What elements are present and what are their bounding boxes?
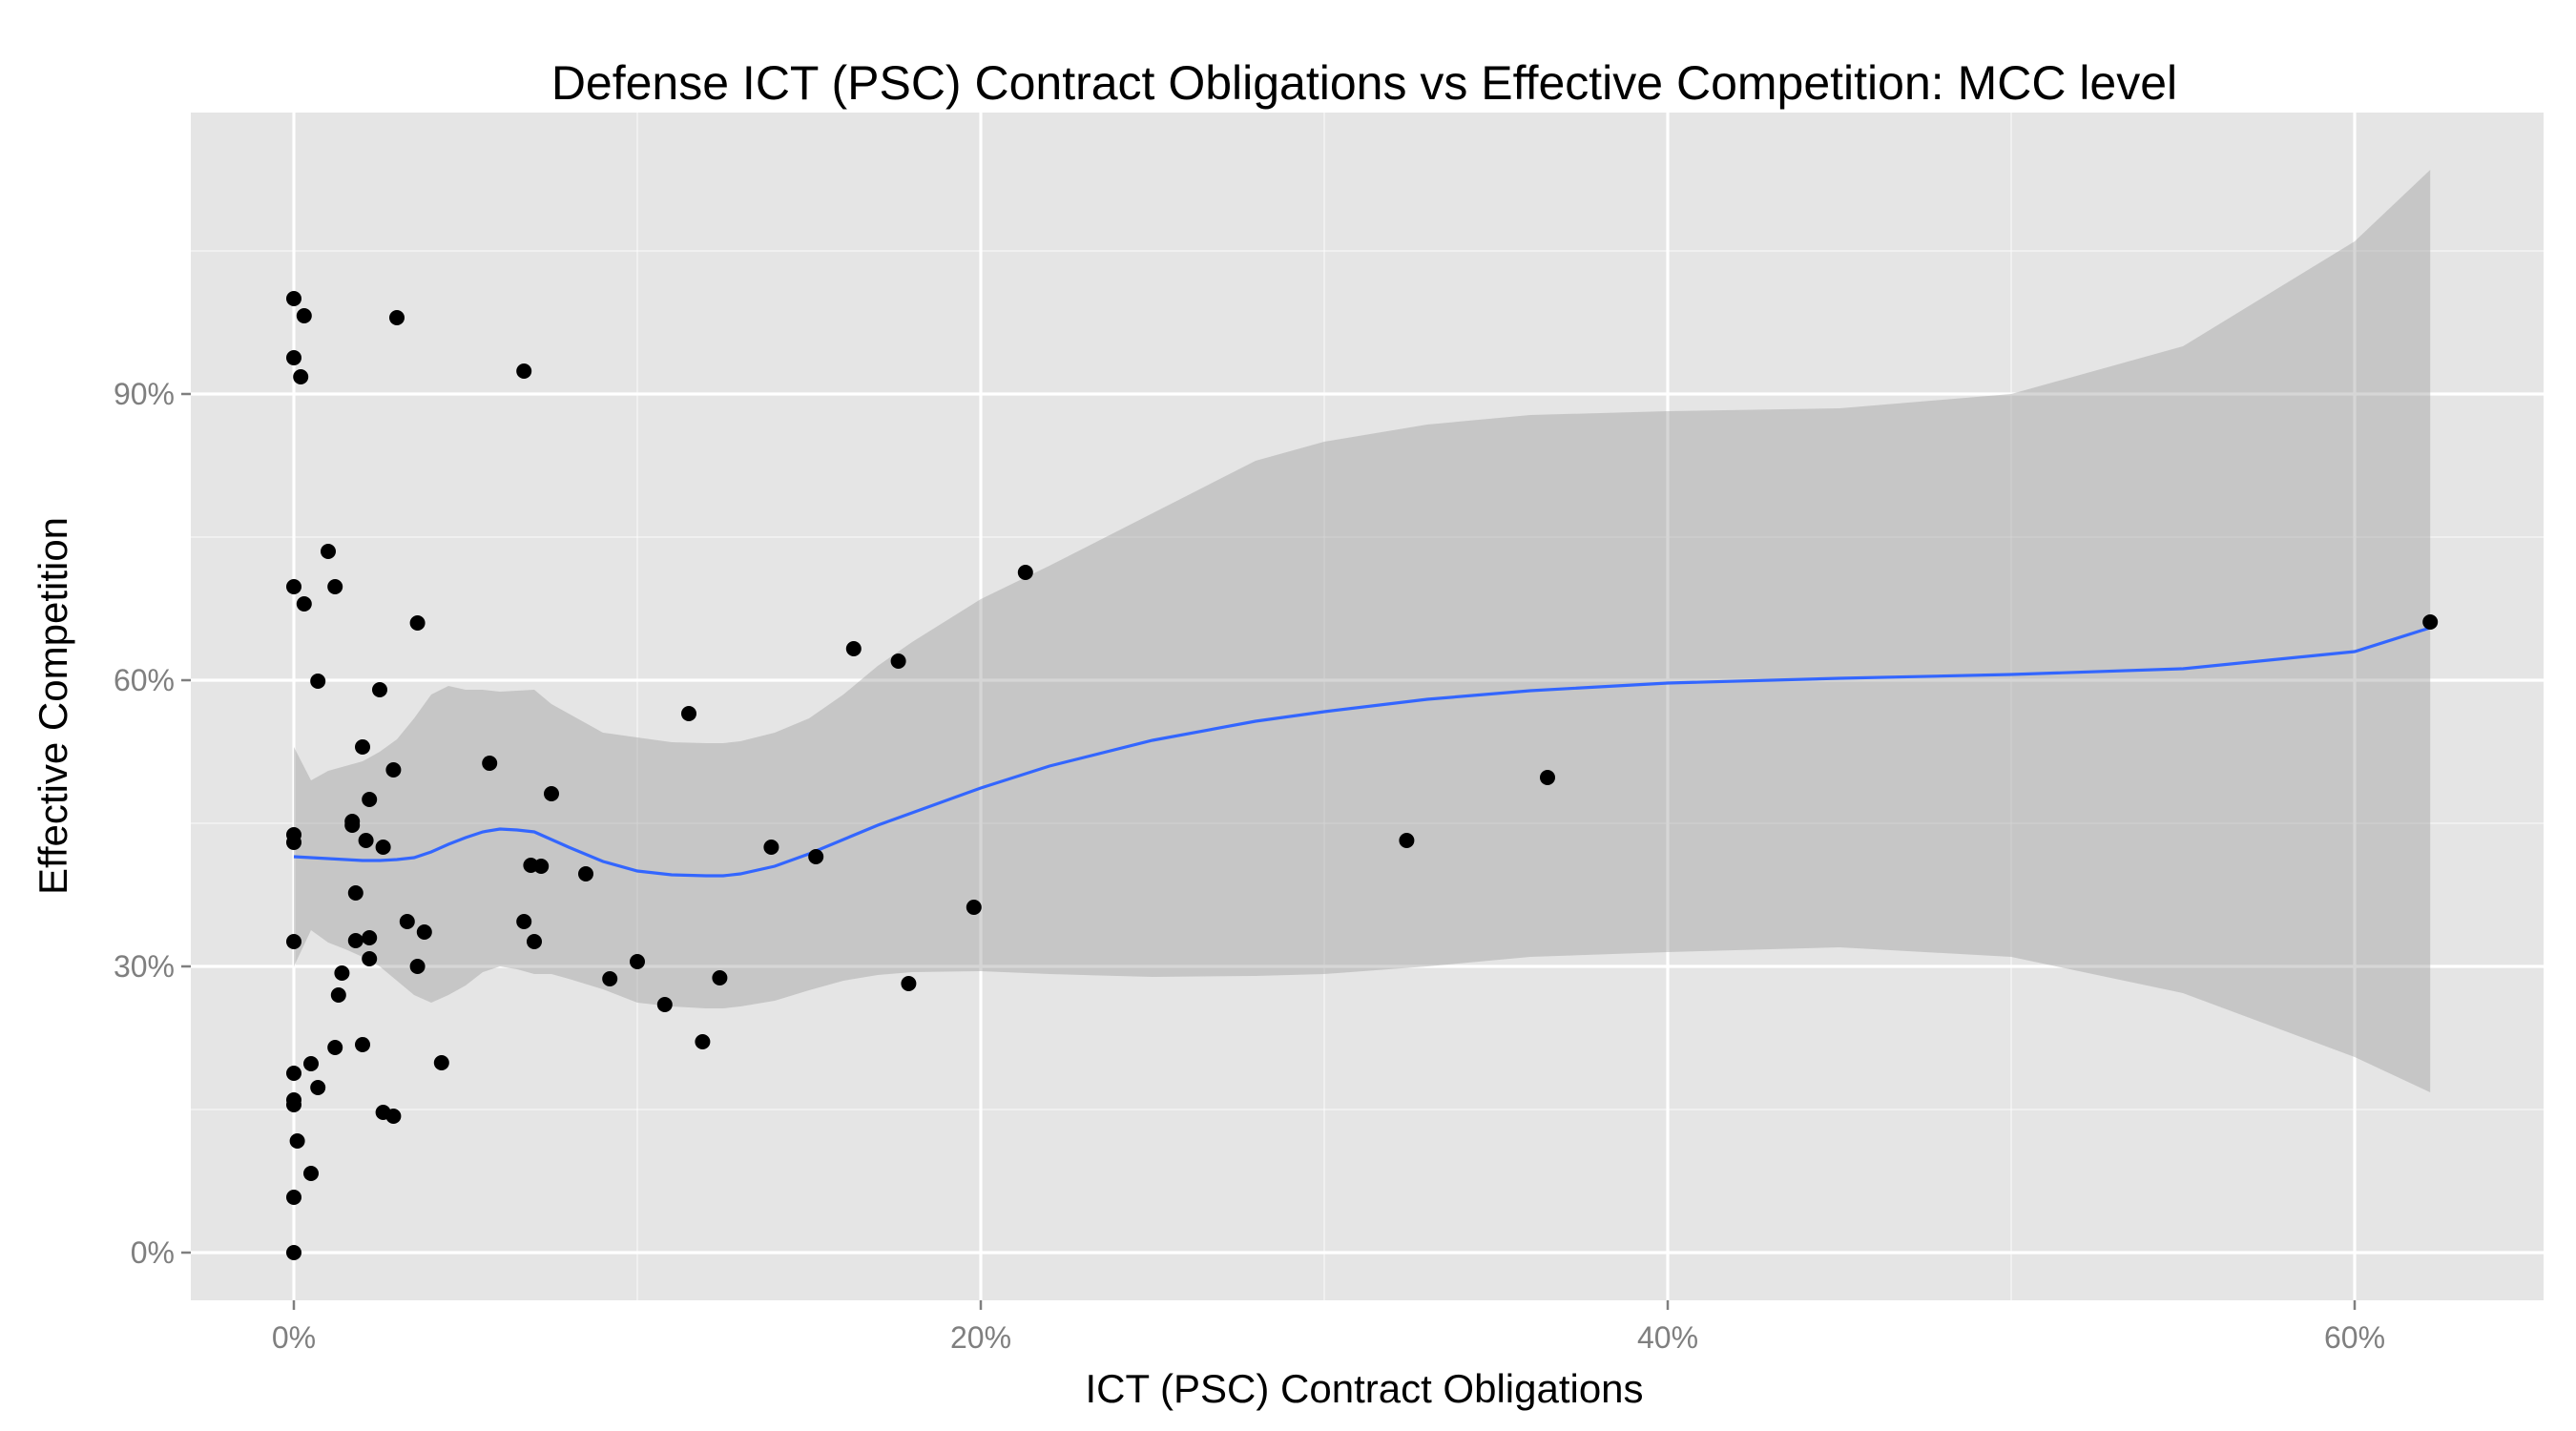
- data-point: [712, 970, 728, 985]
- data-point: [347, 885, 364, 901]
- data-point: [327, 579, 343, 594]
- data-point: [482, 756, 498, 771]
- data-point: [695, 1034, 711, 1049]
- data-point: [890, 653, 906, 669]
- y-tick-label: 90%: [114, 377, 175, 411]
- y-tick-label: 30%: [114, 949, 175, 984]
- confidence-band: [294, 170, 2431, 1092]
- data-point: [286, 291, 301, 306]
- data-point: [409, 615, 426, 631]
- data-point: [901, 976, 917, 991]
- chart-title: Defense ICT (PSC) Contract Obligations v…: [551, 56, 2177, 110]
- data-point: [399, 914, 415, 929]
- data-point: [358, 833, 374, 848]
- data-point: [1017, 565, 1033, 580]
- y-axis: 0% 30% 60% 90%: [114, 377, 191, 1270]
- data-point: [602, 971, 618, 986]
- data-point: [286, 835, 301, 850]
- x-axis: 0% 20% 40% 60%: [272, 1300, 2385, 1355]
- data-point: [527, 934, 542, 949]
- data-point: [303, 1056, 319, 1071]
- x-axis-title: ICT (PSC) Contract Obligations: [1085, 1366, 1643, 1411]
- data-point: [286, 1097, 301, 1112]
- data-point: [385, 1109, 402, 1124]
- data-point: [375, 840, 391, 855]
- major-gridlines: [191, 113, 2544, 1300]
- data-point: [321, 544, 336, 559]
- data-point: [286, 934, 301, 949]
- data-point: [433, 1055, 449, 1070]
- data-point: [296, 596, 312, 612]
- x-tick-label: 40%: [1637, 1320, 1698, 1355]
- data-point: [310, 674, 326, 689]
- data-point: [330, 987, 346, 1003]
- data-point: [296, 308, 312, 323]
- data-point: [409, 959, 426, 974]
- data-point: [355, 739, 370, 755]
- smooth-trend-line: [293, 626, 2431, 878]
- data-point: [544, 786, 559, 801]
- data-point: [334, 965, 350, 981]
- data-point: [327, 1040, 343, 1055]
- data-point: [1399, 833, 1415, 848]
- data-point: [630, 954, 645, 969]
- data-point: [293, 369, 309, 384]
- data-point: [344, 814, 361, 829]
- data-point: [303, 1166, 319, 1181]
- data-point: [2422, 614, 2439, 630]
- data-point: [286, 1245, 301, 1260]
- data-point: [578, 866, 593, 881]
- data-point: [966, 900, 982, 915]
- data-point: [516, 914, 532, 929]
- data-points: [286, 291, 2439, 1260]
- data-point: [385, 762, 402, 778]
- x-tick-label: 60%: [2324, 1320, 2385, 1355]
- data-point: [845, 641, 862, 656]
- data-point: [347, 933, 364, 948]
- data-point: [372, 682, 387, 697]
- data-point: [362, 792, 378, 807]
- data-point: [681, 706, 696, 721]
- data-point: [310, 1080, 326, 1095]
- data-point: [1540, 770, 1555, 785]
- y-tick-label: 0%: [131, 1235, 175, 1270]
- data-point: [763, 840, 779, 855]
- data-point: [289, 1133, 305, 1149]
- y-tick-label: 60%: [114, 663, 175, 697]
- data-point: [286, 579, 301, 594]
- data-point: [362, 930, 378, 945]
- data-point: [533, 859, 550, 874]
- data-point: [355, 1037, 370, 1052]
- data-point: [656, 997, 673, 1012]
- y-axis-title: Effective Competition: [31, 517, 75, 895]
- data-point: [516, 363, 532, 379]
- x-tick-label: 0%: [272, 1320, 316, 1355]
- data-point: [286, 1066, 301, 1081]
- data-point: [286, 350, 301, 365]
- data-point: [286, 1190, 301, 1205]
- x-tick-label: 20%: [950, 1320, 1011, 1355]
- data-point: [362, 951, 378, 966]
- data-point: [416, 924, 432, 940]
- data-point: [808, 849, 824, 864]
- minor-gridlines: [191, 113, 2544, 1300]
- data-point: [389, 310, 405, 325]
